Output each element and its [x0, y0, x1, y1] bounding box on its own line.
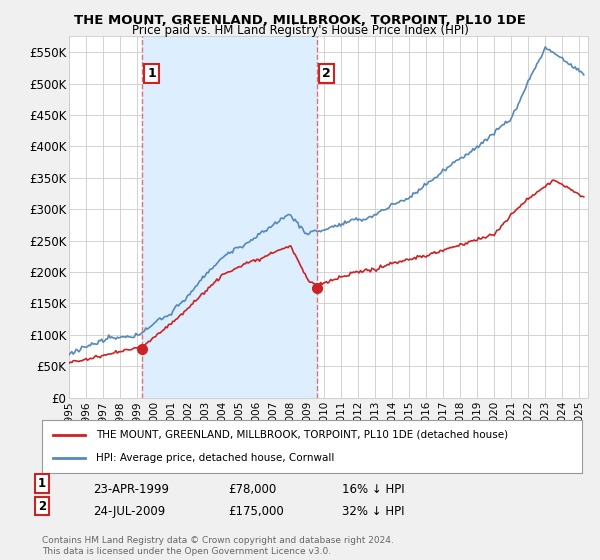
Text: HPI: Average price, detached house, Cornwall: HPI: Average price, detached house, Corn… — [96, 453, 334, 463]
Text: 1: 1 — [38, 477, 46, 490]
Text: THE MOUNT, GREENLAND, MILLBROOK, TORPOINT, PL10 1DE: THE MOUNT, GREENLAND, MILLBROOK, TORPOIN… — [74, 14, 526, 27]
Text: 23-APR-1999: 23-APR-1999 — [93, 483, 169, 496]
Text: 2: 2 — [38, 500, 46, 512]
Text: £78,000: £78,000 — [228, 483, 276, 496]
Text: THE MOUNT, GREENLAND, MILLBROOK, TORPOINT, PL10 1DE (detached house): THE MOUNT, GREENLAND, MILLBROOK, TORPOIN… — [96, 430, 508, 440]
Text: 24-JUL-2009: 24-JUL-2009 — [93, 505, 165, 518]
Text: Price paid vs. HM Land Registry's House Price Index (HPI): Price paid vs. HM Land Registry's House … — [131, 24, 469, 37]
Text: 16% ↓ HPI: 16% ↓ HPI — [342, 483, 404, 496]
Text: 1: 1 — [148, 67, 156, 80]
Text: £175,000: £175,000 — [228, 505, 284, 518]
Bar — [142, 36, 317, 398]
Text: 32% ↓ HPI: 32% ↓ HPI — [342, 505, 404, 518]
Text: Contains HM Land Registry data © Crown copyright and database right 2024.
This d: Contains HM Land Registry data © Crown c… — [42, 536, 394, 556]
Text: 2: 2 — [322, 67, 331, 80]
